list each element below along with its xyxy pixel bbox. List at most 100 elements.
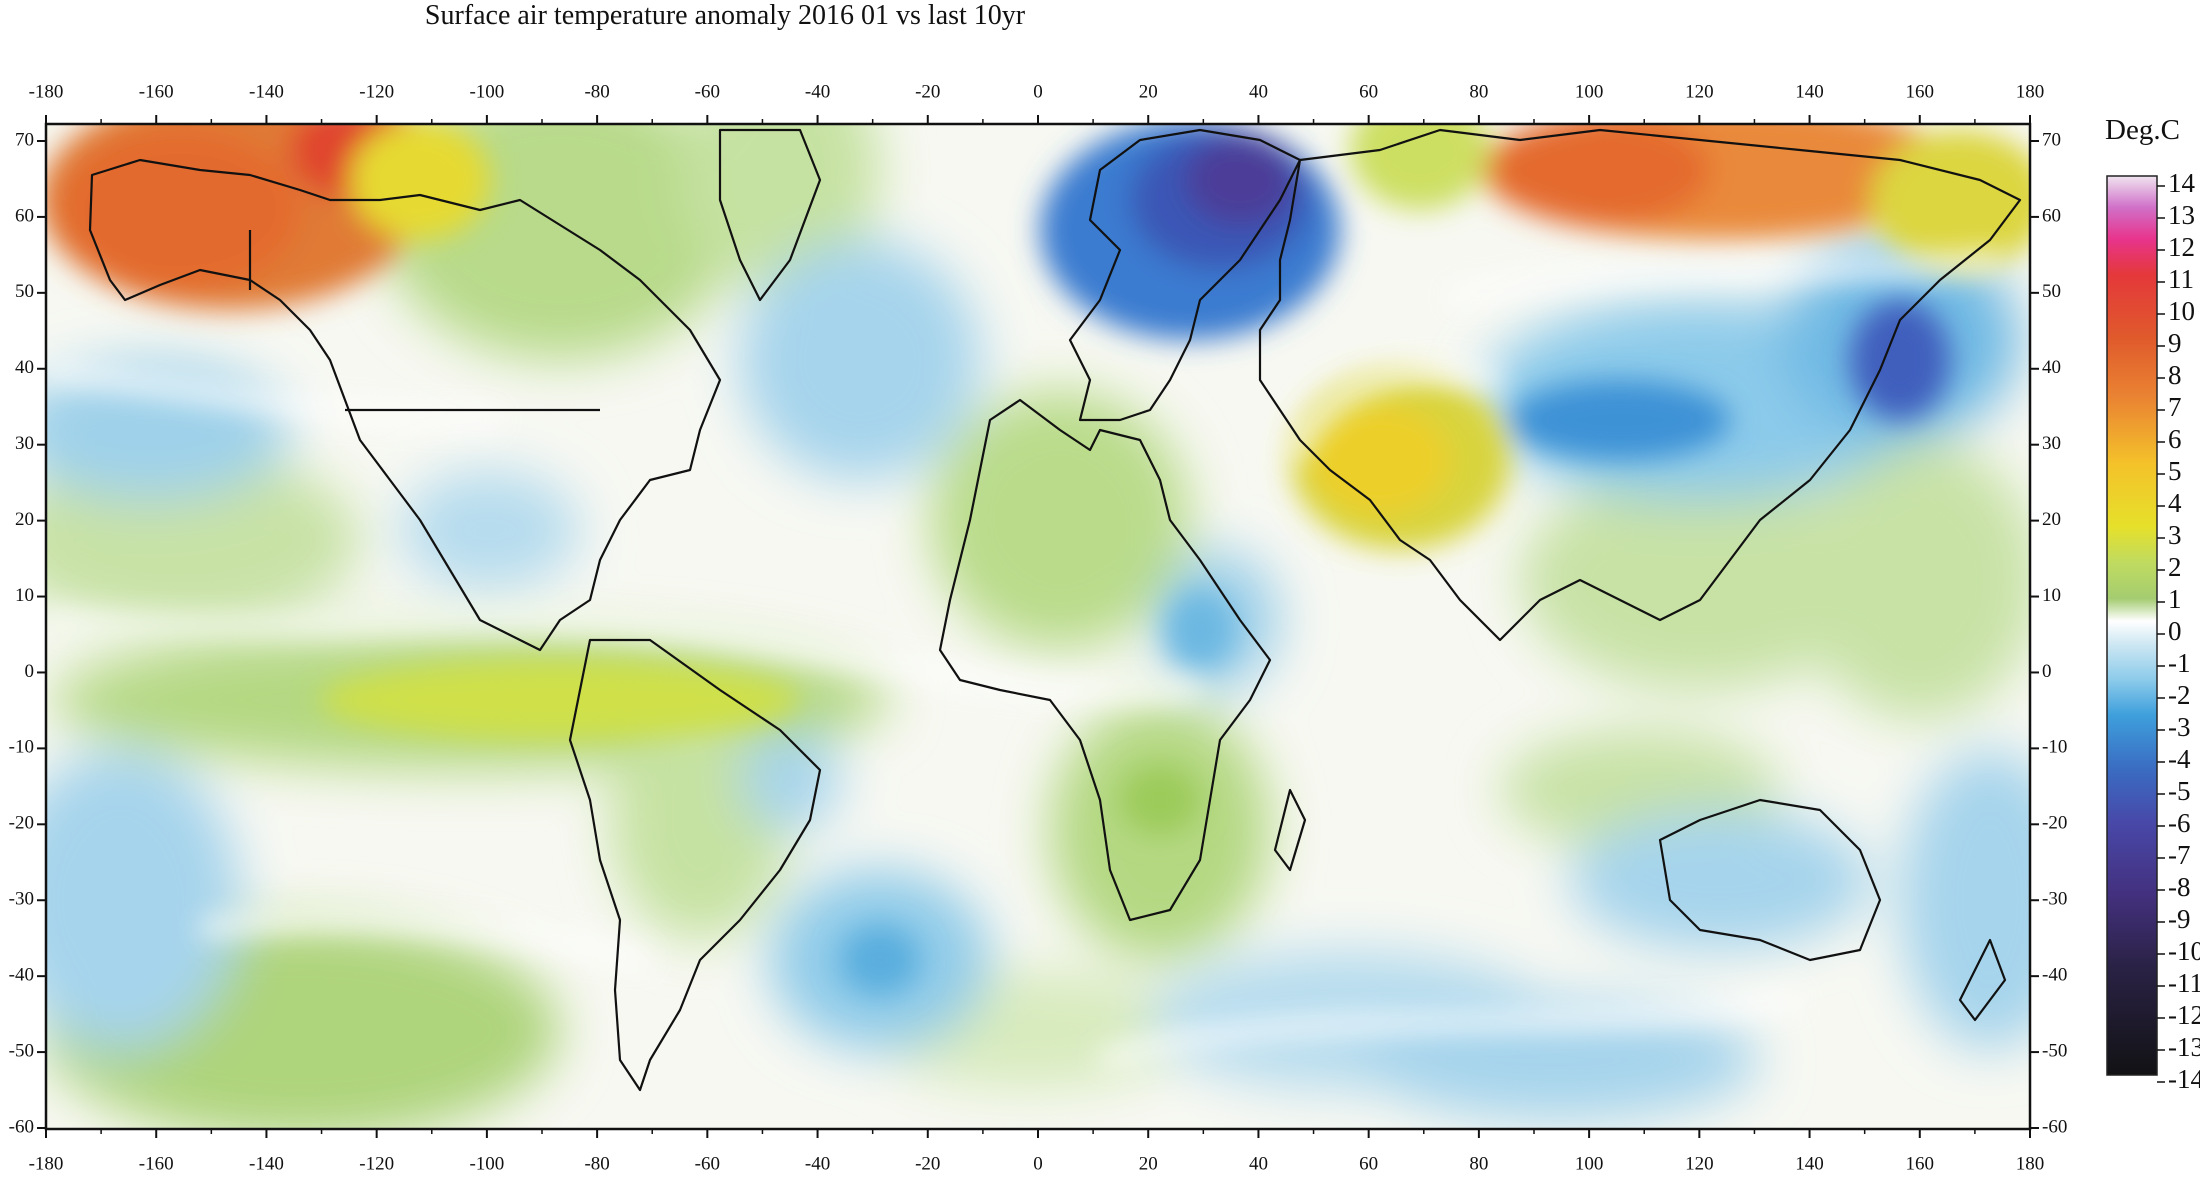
lon-label-bottom: 0	[1033, 1153, 1043, 1174]
lat-label-left: 10	[15, 585, 34, 606]
colorbar-label: 14	[2168, 168, 2196, 198]
map-title: Surface air temperature anomaly 2016 01 …	[424, 0, 1026, 31]
lon-label-top: -80	[584, 81, 609, 102]
colorbar-label: -2	[2168, 680, 2191, 710]
lon-label-top: 0	[1033, 81, 1043, 102]
lon-label-top: -160	[139, 81, 174, 102]
lat-label-left: -20	[9, 813, 34, 834]
colorbar	[2106, 175, 2158, 1076]
lon-label-bottom: -120	[359, 1153, 394, 1174]
lat-label-right: 60	[2042, 205, 2061, 226]
lat-label-right: -40	[2042, 965, 2067, 986]
colorbar-labels: 14131211109876543210-1-2-3-4-5-6-7-8-9-1…	[2157, 168, 2200, 1094]
colorbar-label: 6	[2168, 424, 2182, 454]
lon-label-top: -40	[805, 81, 830, 102]
lat-label-right: 30	[2042, 433, 2061, 454]
colorbar-label: -8	[2168, 872, 2191, 902]
lat-label-left: -10	[9, 737, 34, 758]
colorbar-label: 8	[2168, 360, 2182, 390]
lon-label-top: -180	[29, 81, 64, 102]
lat-label-left: -30	[9, 889, 34, 910]
lat-label-right: -20	[2042, 813, 2067, 834]
lon-label-top: 160	[1906, 81, 1935, 102]
anomaly-field	[46, 124, 2030, 1129]
colorbar-label: 4	[2168, 488, 2182, 518]
lat-label-right: 0	[2042, 661, 2052, 682]
colorbar-label: 7	[2168, 392, 2182, 422]
colorbar-label: -9	[2168, 904, 2191, 934]
lon-label-top: -20	[915, 81, 940, 102]
colorbar-label: -13	[2168, 1032, 2200, 1062]
lon-label-top: -120	[359, 81, 394, 102]
lat-label-left: 20	[15, 509, 34, 530]
lat-label-left: 60	[15, 205, 34, 226]
lat-label-left: -60	[9, 1116, 34, 1137]
colorbar-label: -11	[2168, 968, 2200, 998]
axis-layer: -180-180-160-160-140-140-120-120-100-100…	[9, 81, 2068, 1174]
lat-label-right: 20	[2042, 509, 2061, 530]
colorbar-label: -6	[2168, 808, 2191, 838]
lat-label-right: -60	[2042, 1116, 2067, 1137]
coastlines	[88, 128, 2022, 1092]
colorbar-label: 1	[2168, 584, 2182, 614]
lon-label-top: 40	[1249, 81, 1268, 102]
lon-label-bottom: 40	[1249, 1153, 1268, 1174]
lon-label-bottom: 180	[2016, 1153, 2045, 1174]
colorbar-label: -3	[2168, 712, 2191, 742]
lon-label-top: 100	[1575, 81, 1604, 102]
lat-label-left: 0	[25, 661, 35, 682]
colorbar-label: 12	[2168, 232, 2195, 262]
lon-label-bottom: 80	[1469, 1153, 1488, 1174]
lon-label-bottom: 140	[1795, 1153, 1824, 1174]
lat-label-right: 70	[2042, 129, 2061, 150]
lon-label-top: -60	[695, 81, 720, 102]
colorbar-label: -5	[2168, 776, 2191, 806]
lon-label-top: 180	[2016, 81, 2045, 102]
lon-label-bottom: -160	[139, 1153, 174, 1174]
lat-label-right: -30	[2042, 889, 2067, 910]
lon-label-bottom: 100	[1575, 1153, 1604, 1174]
colorbar-label: -7	[2168, 840, 2191, 870]
colorbar-label: 2	[2168, 552, 2182, 582]
colorbar-label: 3	[2168, 520, 2182, 550]
lat-label-left: -50	[9, 1040, 34, 1061]
lon-label-top: 60	[1359, 81, 1378, 102]
lon-label-bottom: -60	[695, 1153, 720, 1174]
lon-label-bottom: -40	[805, 1153, 830, 1174]
lat-label-left: -40	[9, 965, 34, 986]
colorbar-label: 10	[2168, 296, 2195, 326]
colorbar-label: 9	[2168, 328, 2182, 358]
lat-label-right: -50	[2042, 1040, 2067, 1061]
lon-label-bottom: -140	[249, 1153, 284, 1174]
colorbar-label: 11	[2168, 264, 2194, 294]
lon-label-top: 140	[1795, 81, 1824, 102]
lon-label-bottom: 160	[1906, 1153, 1935, 1174]
colorbar-label: -1	[2168, 648, 2191, 678]
lon-label-bottom: -100	[469, 1153, 504, 1174]
lon-label-top: 20	[1139, 81, 1158, 102]
colorbar-unit-label: Deg.C	[2105, 114, 2180, 146]
lon-label-bottom: 60	[1359, 1153, 1378, 1174]
lat-label-left: 70	[15, 129, 34, 150]
lat-label-right: 10	[2042, 585, 2061, 606]
colorbar-label: -12	[2168, 1000, 2200, 1030]
colorbar-label: -10	[2168, 936, 2200, 966]
lon-label-top: 80	[1469, 81, 1488, 102]
lat-label-right: 50	[2042, 281, 2061, 302]
lon-label-top: -100	[469, 81, 504, 102]
lon-label-bottom: -20	[915, 1153, 940, 1174]
lat-label-right: 40	[2042, 357, 2061, 378]
lon-label-bottom: -180	[29, 1153, 64, 1174]
colorbar-label: -4	[2168, 744, 2191, 774]
colorbar-label: 13	[2168, 200, 2195, 230]
colorbar-label: -14	[2168, 1064, 2200, 1094]
colorbar-label: 5	[2168, 456, 2182, 486]
lon-label-bottom: 20	[1139, 1153, 1158, 1174]
lat-label-right: -10	[2042, 737, 2067, 758]
lon-label-top: -140	[249, 81, 284, 102]
lat-label-left: 50	[15, 281, 34, 302]
lat-label-left: 30	[15, 433, 34, 454]
lon-label-bottom: -80	[584, 1153, 609, 1174]
lon-label-bottom: 120	[1685, 1153, 1714, 1174]
